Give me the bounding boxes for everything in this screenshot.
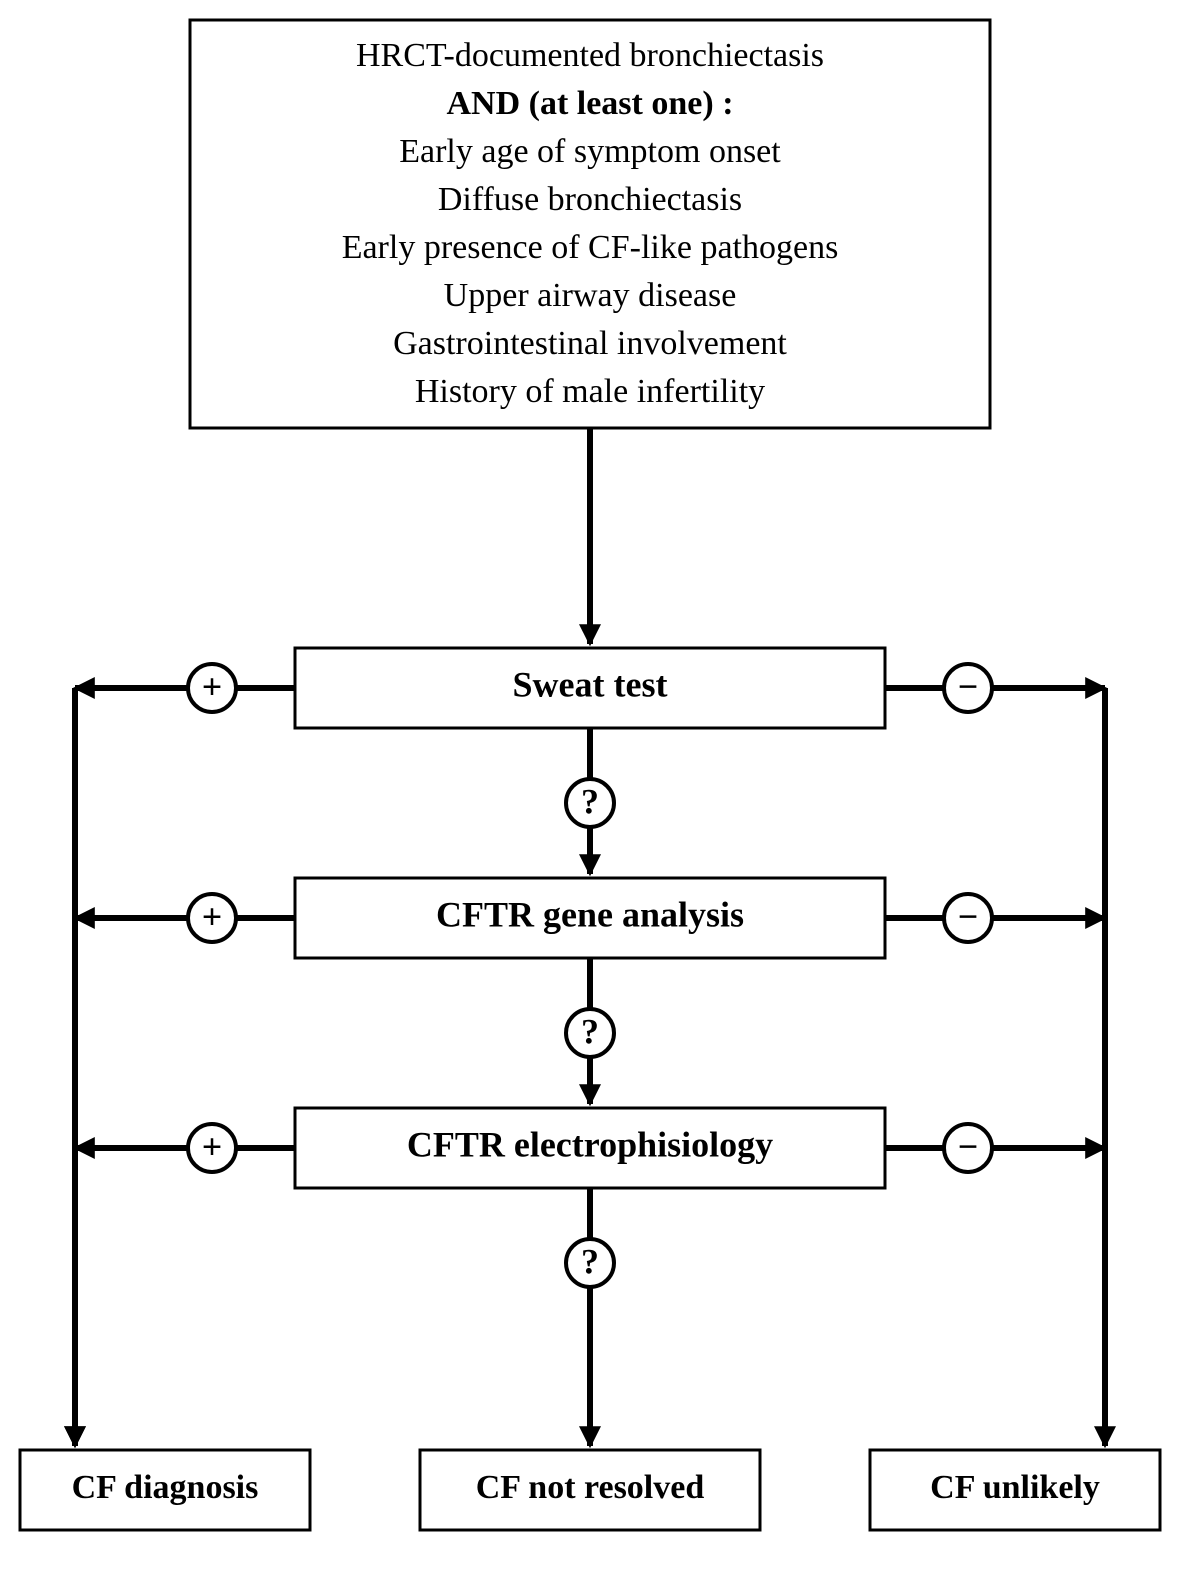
criteria-line: AND (at least one) : (446, 85, 733, 122)
criteria-line: Upper airway disease (444, 277, 737, 314)
minus-marker-gene-glyph: − (958, 896, 979, 936)
criteria-line: Early age of symptom onset (399, 133, 781, 170)
sweat-label: Sweat test (513, 664, 668, 704)
criteria-box (190, 20, 990, 428)
criteria-line: Gastrointestinal involvement (393, 325, 787, 362)
criteria-line: History of male infertility (415, 373, 765, 410)
question-marker-2-glyph: ? (581, 1011, 599, 1051)
unlikely-label: CF unlikely (930, 1469, 1100, 1506)
criteria-line: Diffuse bronchiectasis (438, 181, 742, 218)
criteria-line: HRCT-documented bronchiectasis (356, 37, 824, 74)
electro-label: CFTR electrophisiology (407, 1124, 773, 1164)
plus-marker-electro-glyph: + (202, 1126, 223, 1166)
plus-marker-gene-glyph: + (202, 896, 223, 936)
minus-marker-sweat-glyph: − (958, 666, 979, 706)
plus-marker-sweat-glyph: + (202, 666, 223, 706)
question-marker-1-glyph: ? (581, 781, 599, 821)
diagnosis-label: CF diagnosis (72, 1469, 259, 1506)
minus-marker-electro-glyph: − (958, 1126, 979, 1166)
flowchart-diagram: HRCT-documented bronchiectasis AND (at le… (0, 0, 1181, 1590)
question-marker-3-glyph: ? (581, 1241, 599, 1281)
notresolved-label: CF not resolved (476, 1469, 705, 1506)
gene-label: CFTR gene analysis (436, 894, 744, 934)
criteria-line: Early presence of CF-like pathogens (342, 229, 839, 266)
